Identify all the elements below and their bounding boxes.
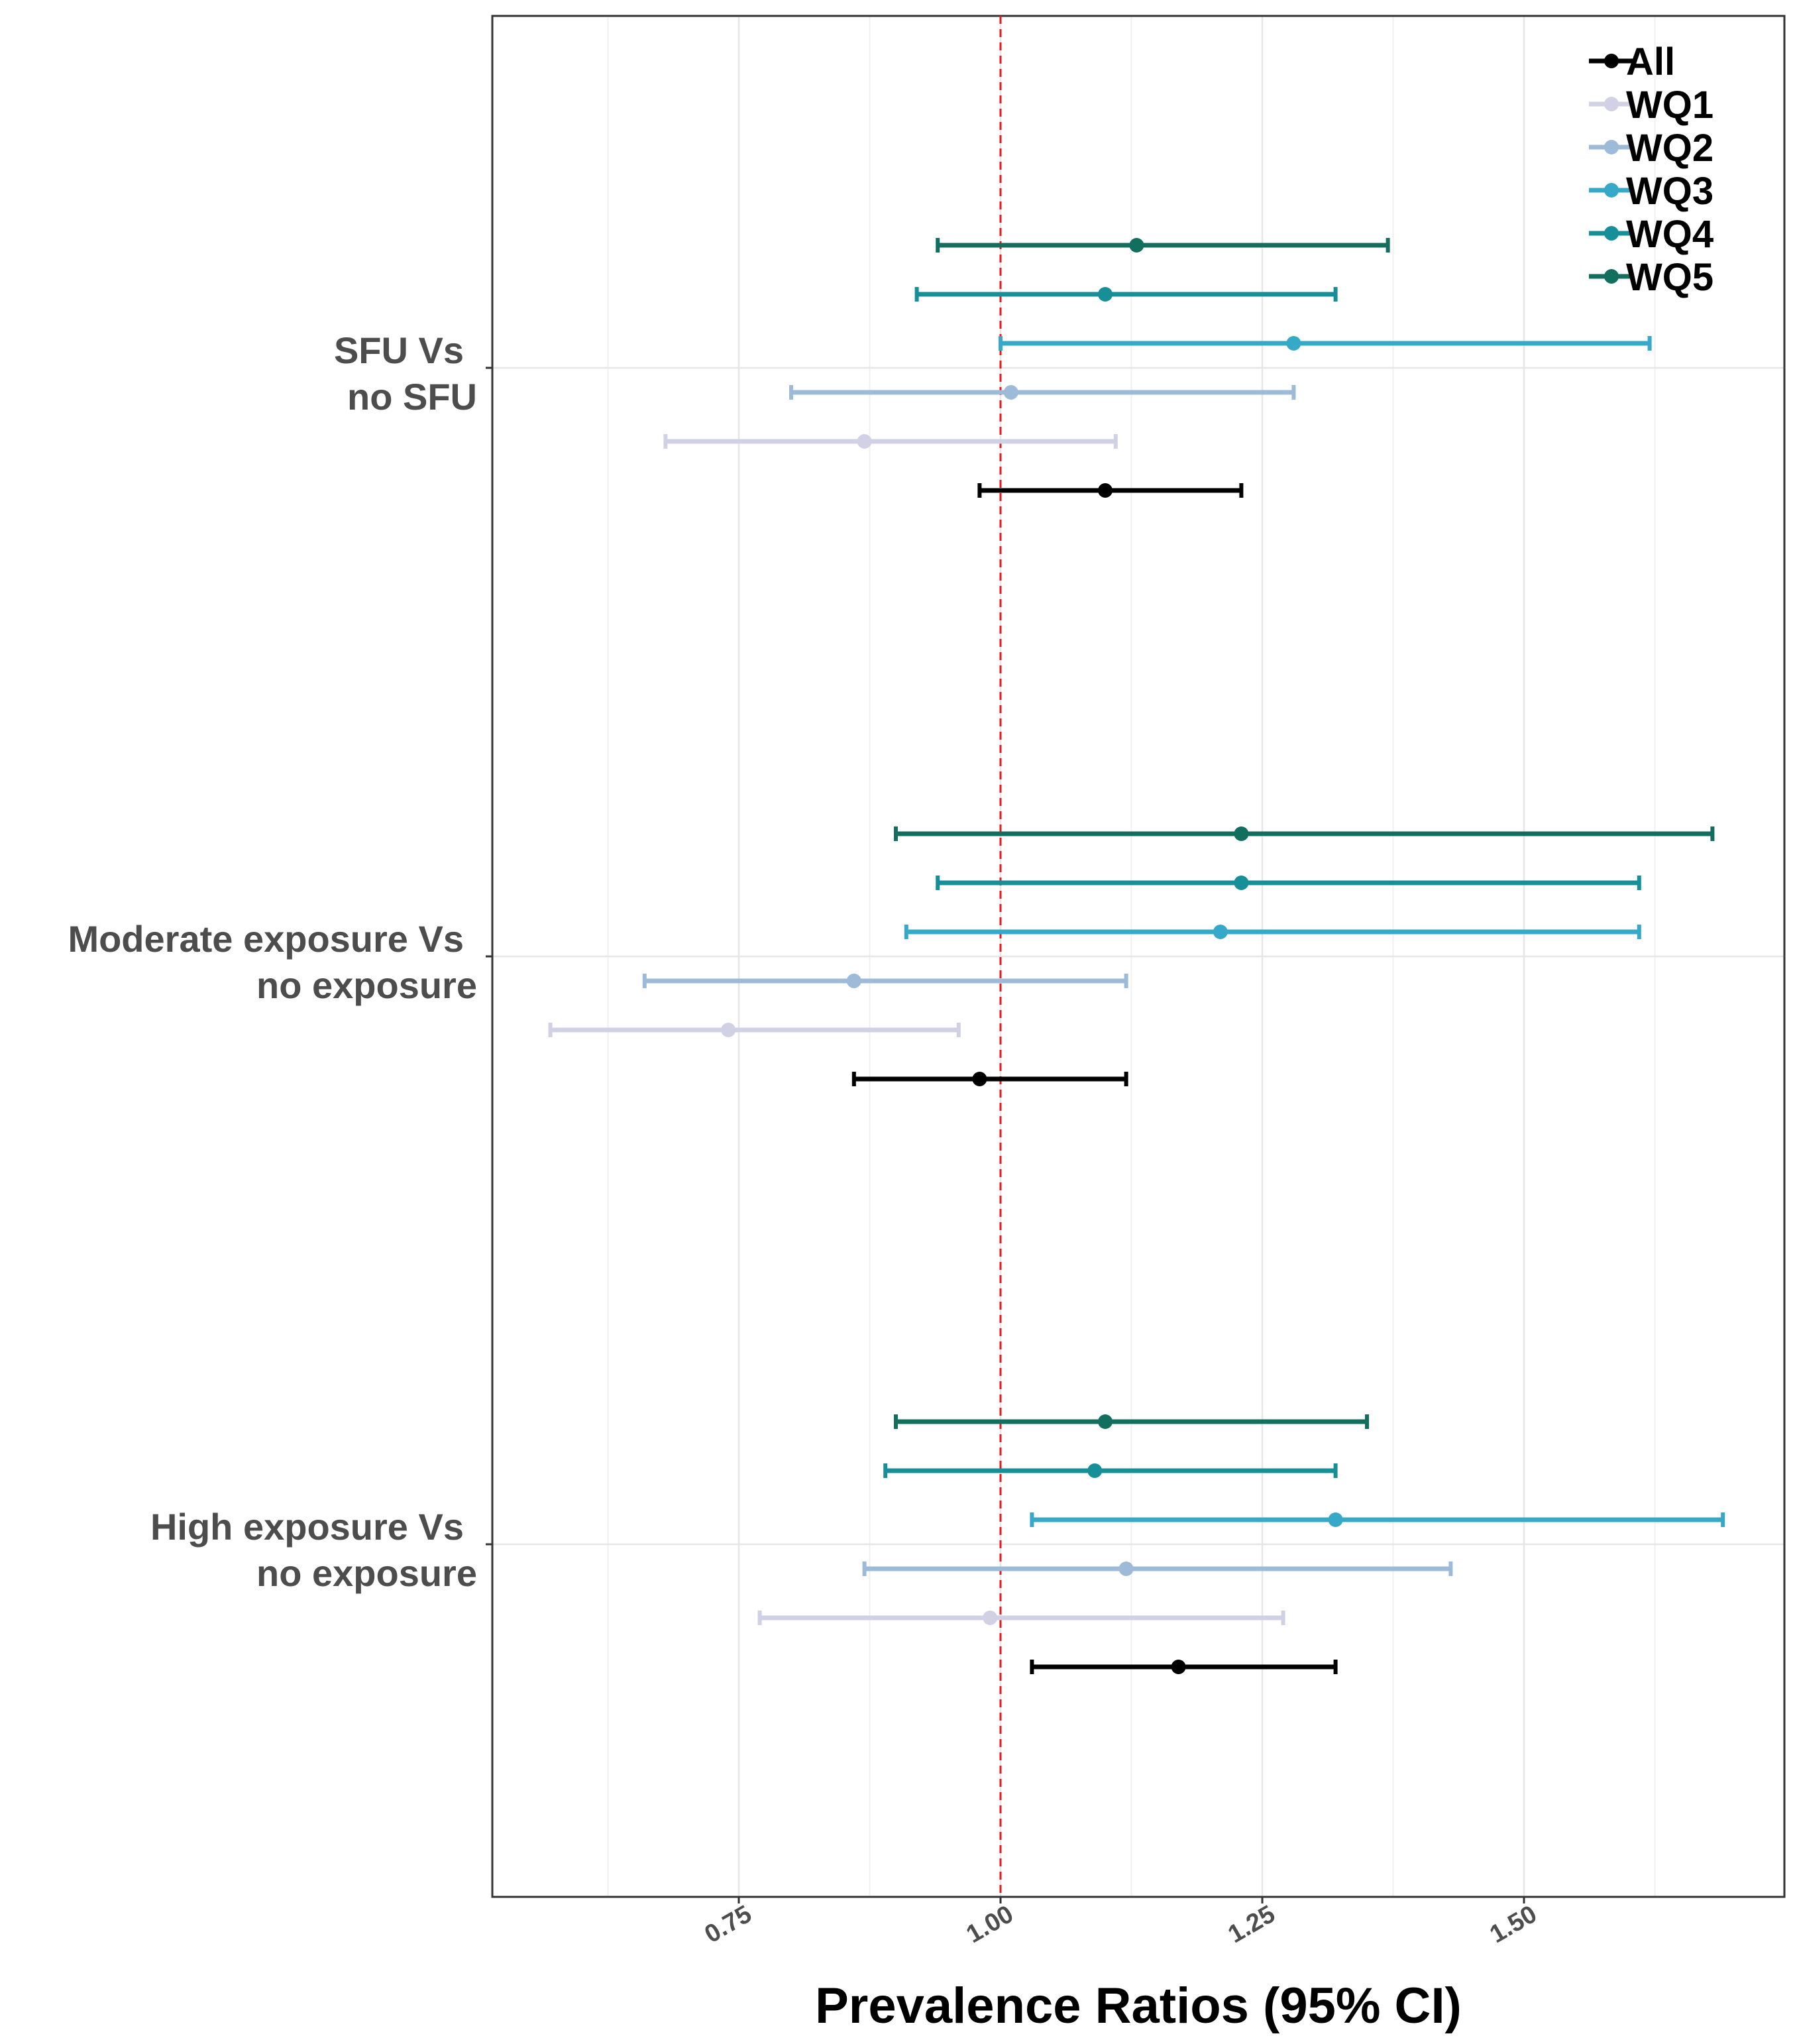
ci-row-wq5-group-2 <box>894 826 1715 841</box>
ci-row-wq5-group-1 <box>936 238 1390 253</box>
legend-key-point <box>1604 97 1619 111</box>
point-estimate <box>1098 287 1113 302</box>
ci-row-wq2-group-2 <box>642 974 1128 988</box>
legend-label: WQ3 <box>1626 170 1713 213</box>
ci-row-wq3-group-1 <box>999 336 1652 351</box>
group-label-line1: High exposure Vs <box>150 1506 464 1548</box>
legend-key-point <box>1604 226 1619 241</box>
ci-row-wq2-group-3 <box>862 1561 1453 1576</box>
ci-row-all-group-2 <box>851 1072 1128 1086</box>
legend-item-all: All <box>1589 40 1675 84</box>
legend-key-point <box>1604 269 1619 284</box>
ci-row-wq1-group-2 <box>548 1023 961 1037</box>
ci-row-wq4-group-3 <box>883 1463 1338 1478</box>
point-estimate <box>1003 385 1018 400</box>
x-axis-title: Prevalence Ratios (95% CI) <box>815 1978 1462 2034</box>
point-estimate <box>1118 1561 1134 1576</box>
group-label-line1: Moderate exposure Vs <box>68 918 464 960</box>
ci-row-all-group-1 <box>977 483 1244 498</box>
ci-row-wq1-group-3 <box>757 1611 1285 1625</box>
point-estimate <box>846 974 861 988</box>
point-estimate <box>983 1611 998 1625</box>
point-estimate <box>1234 826 1249 841</box>
point-estimate <box>1129 238 1144 253</box>
ci-row-wq3-group-2 <box>904 925 1641 939</box>
ci-row-wq5-group-3 <box>894 1414 1369 1429</box>
point-estimate <box>972 1072 987 1086</box>
ci-row-wq4-group-1 <box>914 287 1338 302</box>
legend-item-wq1: WQ1 <box>1589 84 1713 127</box>
point-estimate <box>1286 336 1301 351</box>
legend-label: WQ4 <box>1626 213 1713 256</box>
legend-item-wq5: WQ5 <box>1589 256 1713 299</box>
legend-label: WQ1 <box>1626 84 1713 127</box>
point-estimate <box>1171 1660 1186 1674</box>
group-label-line2: no exposure <box>256 1552 477 1594</box>
point-estimate <box>1234 876 1249 890</box>
legend-label: All <box>1626 40 1675 84</box>
group-label-line1: SFU Vs <box>334 329 464 371</box>
point-estimate <box>721 1023 736 1037</box>
legend-label: WQ2 <box>1626 127 1713 170</box>
ci-row-wq2-group-1 <box>789 385 1296 400</box>
legend-item-wq4: WQ4 <box>1589 213 1713 256</box>
legend-key-point <box>1604 183 1619 198</box>
legend-label: WQ5 <box>1626 256 1713 299</box>
point-estimate <box>857 434 872 449</box>
group-label-line2: no exposure <box>256 964 477 1006</box>
point-estimate <box>1213 925 1228 939</box>
ci-row-wq4-group-2 <box>936 876 1641 890</box>
point-estimate <box>1098 1414 1113 1429</box>
ci-row-wq1-group-1 <box>663 434 1118 449</box>
group-label-line2: no SFU <box>347 376 477 418</box>
legend-key-point <box>1604 140 1619 154</box>
ci-row-wq3-group-3 <box>1030 1512 1725 1527</box>
point-estimate <box>1087 1463 1103 1478</box>
legend-item-wq3: WQ3 <box>1589 170 1713 213</box>
point-estimate <box>1098 483 1113 498</box>
legend-key-point <box>1604 54 1619 68</box>
legend-item-wq2: WQ2 <box>1589 127 1713 170</box>
ci-row-all-group-3 <box>1030 1660 1338 1674</box>
point-estimate <box>1328 1512 1343 1527</box>
